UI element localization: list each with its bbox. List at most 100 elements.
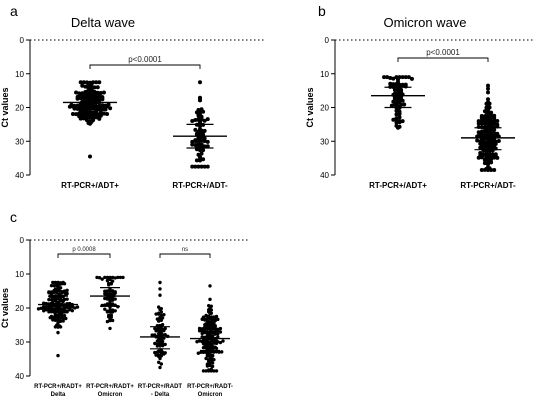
data-point xyxy=(492,118,497,123)
x-tick-label: Omicron xyxy=(98,392,123,398)
data-point xyxy=(201,342,206,346)
panel-letter: a xyxy=(10,3,18,19)
data-point xyxy=(216,317,220,322)
data-point xyxy=(205,117,210,122)
y-tick-label: 10 xyxy=(320,70,329,79)
data-point xyxy=(205,354,210,358)
data-point xyxy=(80,83,85,88)
data-point xyxy=(44,308,48,312)
data-point xyxy=(397,115,402,120)
data-point xyxy=(385,75,390,80)
data-point xyxy=(397,120,402,125)
data-point xyxy=(39,306,43,310)
data-point xyxy=(482,130,487,135)
data-point xyxy=(157,360,161,364)
data-point xyxy=(190,164,195,169)
x-tick-label: RT-PCR+/ADT- xyxy=(460,181,516,190)
data-point xyxy=(159,362,163,366)
data-point xyxy=(105,111,110,116)
data-point xyxy=(197,339,202,343)
data-point xyxy=(118,275,123,280)
data-point xyxy=(100,277,104,281)
data-point xyxy=(481,138,486,143)
data-point xyxy=(208,361,212,365)
data-point xyxy=(101,111,106,116)
x-tick-label: RT-PCR+/ADT+ xyxy=(369,181,427,190)
data-point xyxy=(492,127,497,132)
data-point xyxy=(218,326,223,331)
y-tick-label: 40 xyxy=(15,171,24,180)
data-point xyxy=(208,363,212,368)
data-point xyxy=(201,345,206,350)
data-point xyxy=(64,292,68,297)
data-point xyxy=(478,145,483,150)
data-point xyxy=(49,283,54,288)
significance-bracket xyxy=(57,253,111,258)
data-point xyxy=(198,109,202,114)
data-point xyxy=(108,318,112,323)
data-point xyxy=(103,107,108,112)
significance-bracket xyxy=(89,64,201,69)
data-point xyxy=(97,116,102,121)
data-point xyxy=(61,316,65,321)
data-point xyxy=(193,127,198,132)
y-axis-label: Ct values xyxy=(305,87,315,127)
x-tick-label: RT-PCR+/RADT xyxy=(138,384,183,390)
data-point xyxy=(94,80,99,85)
data-point xyxy=(88,121,92,126)
data-point xyxy=(218,340,223,345)
data-point xyxy=(391,117,396,122)
p-value-label: p<0.0001 xyxy=(426,48,460,57)
data-point xyxy=(52,290,56,294)
data-point xyxy=(197,329,202,333)
x-tick-label: Delta xyxy=(51,392,66,398)
data-point xyxy=(214,369,219,373)
x-tick-label: - Delta xyxy=(151,392,170,398)
data-point xyxy=(210,330,215,335)
data-point xyxy=(105,310,110,314)
data-point xyxy=(489,127,494,132)
data-point xyxy=(98,110,103,115)
data-point xyxy=(479,118,484,123)
data-point xyxy=(95,85,100,90)
data-point xyxy=(199,117,204,122)
data-point xyxy=(157,319,161,323)
data-point xyxy=(108,310,112,314)
data-point xyxy=(108,326,112,331)
data-point xyxy=(210,364,215,369)
data-point xyxy=(160,344,165,348)
data-point xyxy=(75,96,80,101)
data-point xyxy=(492,155,497,160)
data-point xyxy=(476,121,481,126)
data-point xyxy=(49,298,54,302)
data-point xyxy=(486,162,490,167)
data-point xyxy=(389,103,394,108)
data-point xyxy=(198,155,202,160)
data-point xyxy=(209,357,213,361)
data-point xyxy=(207,369,211,373)
data-point xyxy=(402,102,407,107)
data-point xyxy=(196,351,200,355)
data-point xyxy=(53,325,58,329)
data-point xyxy=(155,339,160,343)
data-point xyxy=(83,84,88,89)
data-point xyxy=(158,293,162,297)
data-point xyxy=(201,130,206,135)
data-point xyxy=(105,297,110,301)
x-tick-label: RT-PCR+/ADT- xyxy=(172,181,228,190)
y-axis-label: Ct values xyxy=(0,288,10,328)
data-point xyxy=(201,350,206,355)
data-point xyxy=(482,121,487,126)
data-point xyxy=(216,335,220,339)
data-point xyxy=(214,346,219,351)
data-point xyxy=(205,364,210,368)
data-point xyxy=(70,305,75,309)
data-point xyxy=(210,361,215,365)
data-point xyxy=(157,312,161,316)
data-point xyxy=(61,299,65,304)
data-point xyxy=(391,82,396,87)
data-point xyxy=(203,330,207,335)
data-point xyxy=(88,115,92,120)
data-point xyxy=(36,307,41,311)
